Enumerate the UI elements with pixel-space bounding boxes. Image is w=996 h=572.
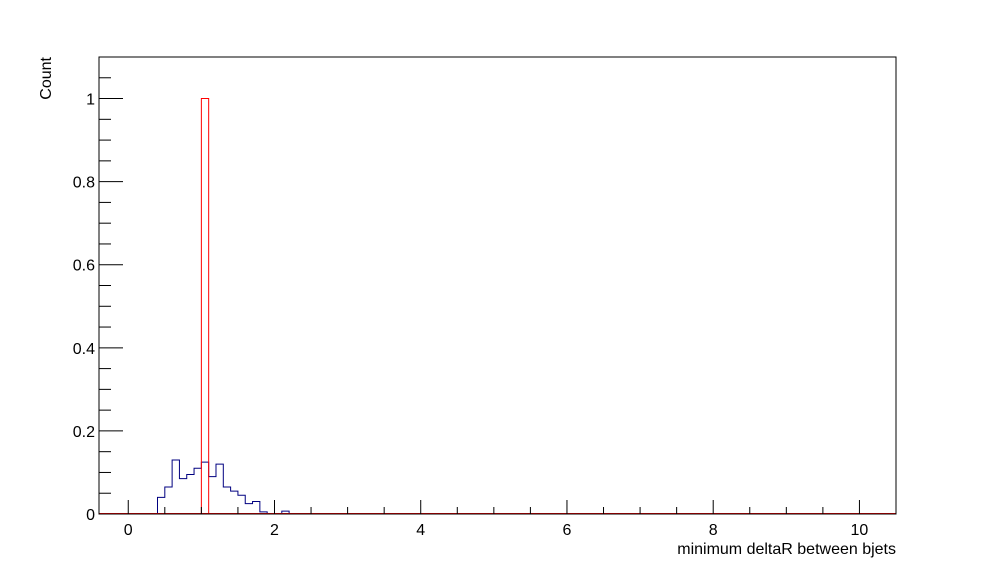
histogram-bin [238, 495, 245, 514]
histogram-bin [172, 460, 179, 514]
plot-frame [98, 56, 897, 515]
y-tick-label: 0.8 [73, 175, 95, 192]
histogram-bin [165, 487, 172, 514]
histogram-bin [179, 479, 186, 514]
histogram-series-2 [99, 98, 896, 514]
histogram-bin [187, 475, 194, 514]
histogram-bin [201, 462, 208, 514]
x-axis-label: minimum deltaR between bjets [677, 541, 896, 558]
axis-layer: 0 2 4 6 8 10 0 0.2 0.4 0.6 0.8 1 [73, 56, 897, 539]
x-tick-label: 6 [563, 522, 572, 539]
x-tick-label: 0 [124, 522, 133, 539]
y-tick-label: 0 [86, 507, 95, 524]
y-tick-label: 0.6 [73, 258, 95, 275]
histogram-bin [253, 502, 260, 514]
x-tick-label: 10 [851, 522, 869, 539]
histogram-bin [209, 477, 216, 514]
y-axis-label: Count [38, 56, 55, 99]
histogram-bin [194, 468, 201, 514]
y-tick-label: 1 [86, 92, 95, 109]
y-tick-label: 0.2 [73, 424, 95, 441]
histogram-outline [156, 459, 297, 515]
histogram-series-1 [99, 459, 896, 515]
histogram-bin [223, 487, 230, 514]
histogram-bin [216, 464, 223, 514]
histogram-bin [245, 504, 252, 514]
x-tick-label: 8 [709, 522, 718, 539]
x-tick-label: 2 [270, 522, 279, 539]
histogram-outline [200, 98, 210, 514]
histogram-bin [157, 497, 164, 514]
histogram-bin [231, 491, 238, 514]
histogram-bin [201, 99, 208, 514]
y-tick-label: 0.4 [73, 341, 95, 358]
x-tick-label: 4 [416, 522, 425, 539]
histogram-series-layer [99, 98, 896, 515]
